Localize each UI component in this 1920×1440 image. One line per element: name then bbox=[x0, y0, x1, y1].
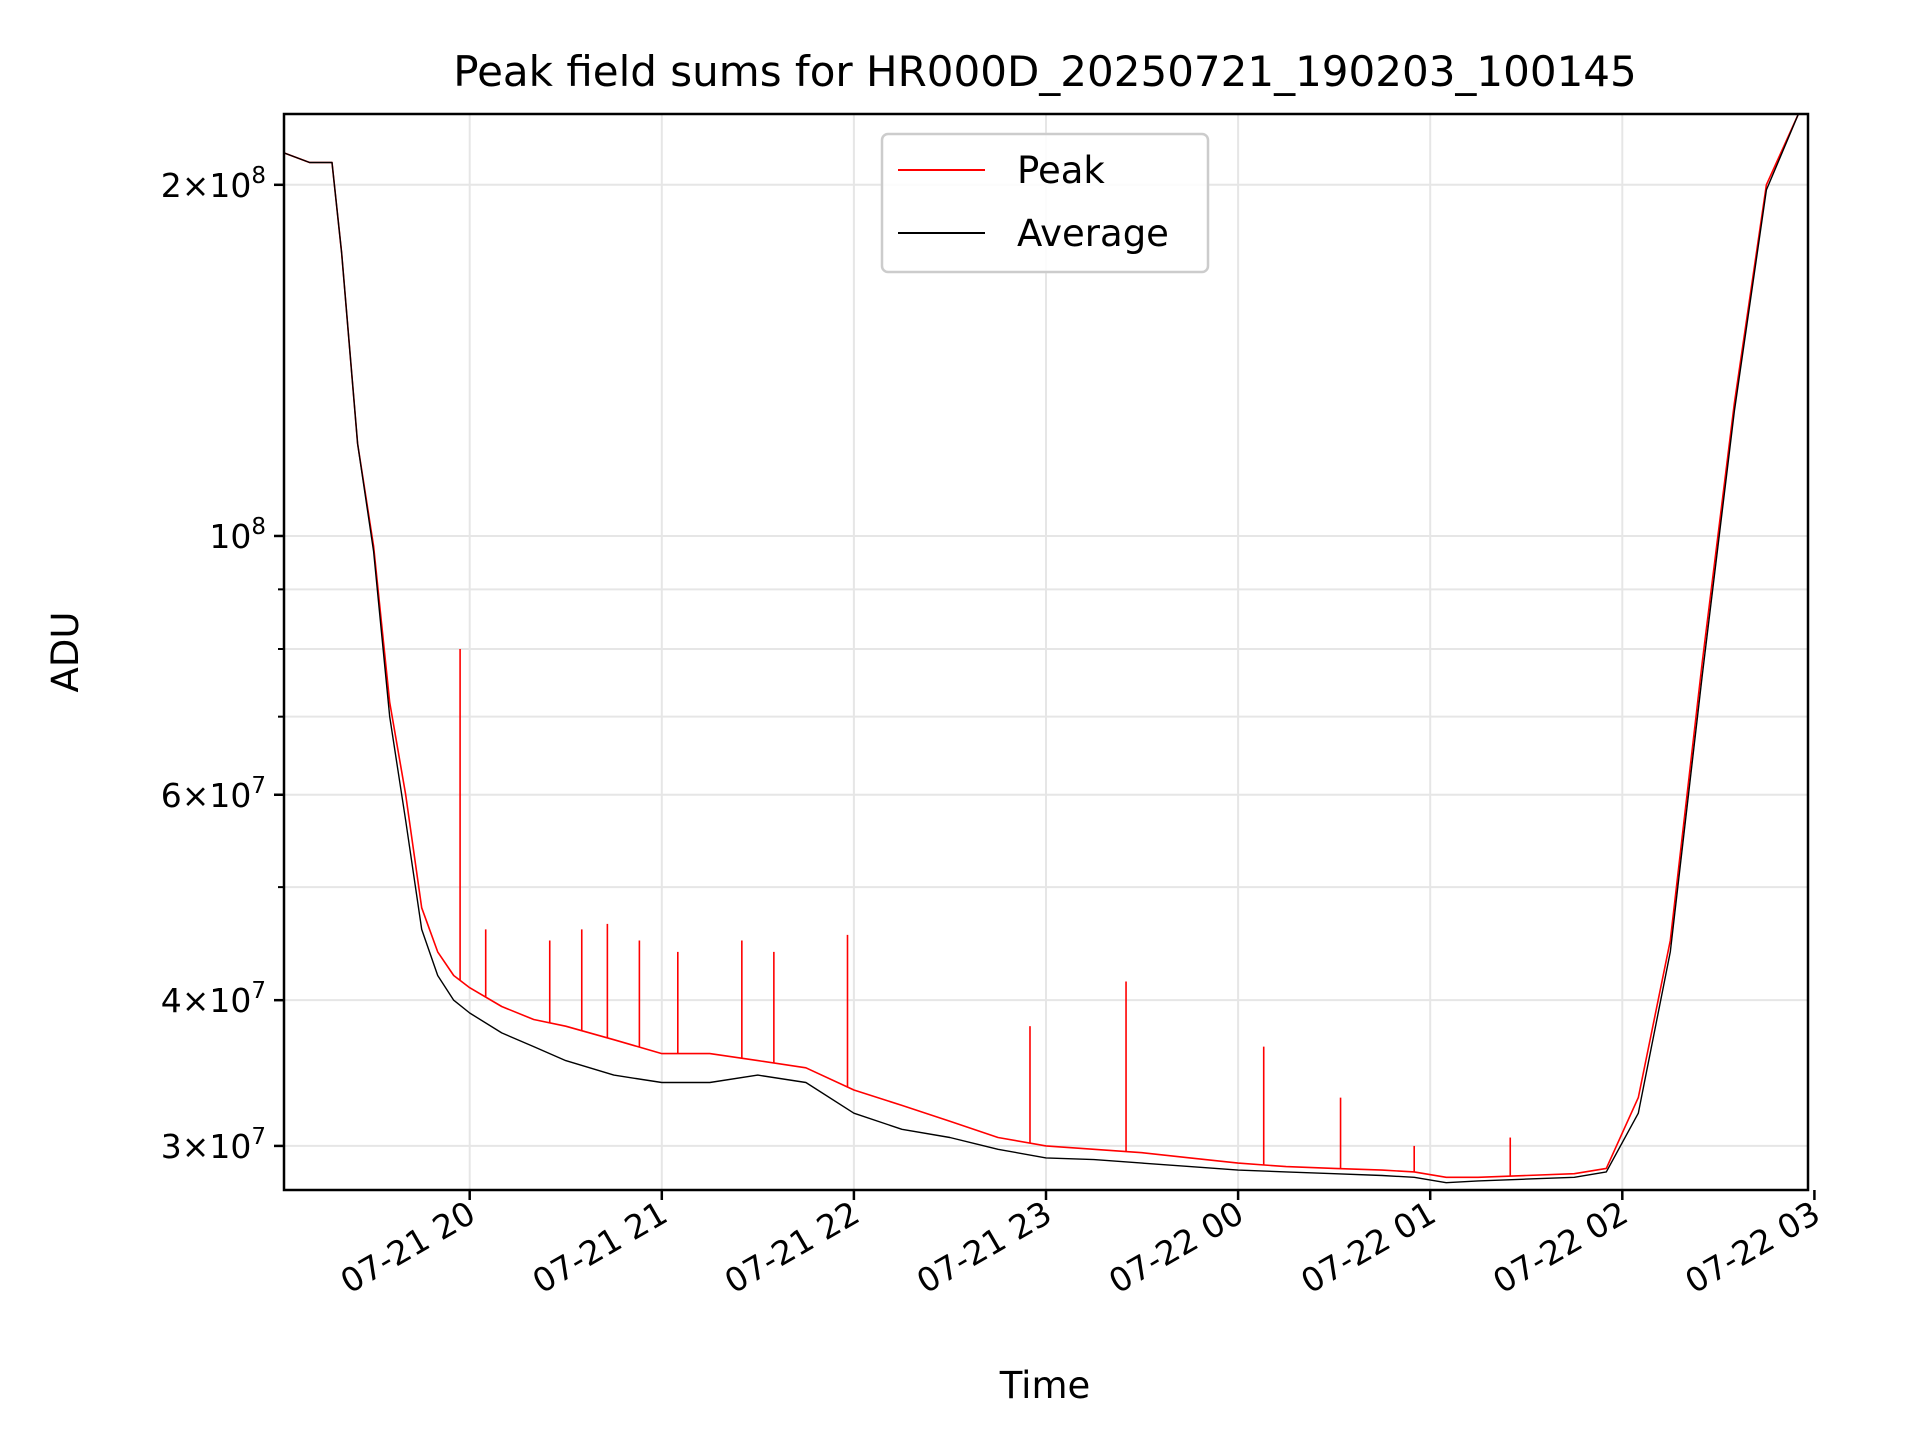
y-tick-label: 3×107 bbox=[161, 1124, 266, 1166]
y-axis-label: ADU bbox=[44, 612, 87, 693]
series-line-average bbox=[284, 114, 1800, 1184]
grid bbox=[284, 114, 1808, 1190]
y-axis: 3×107 4×107 6×107 108 2×108 bbox=[161, 163, 284, 1166]
chart-title: Peak field sums for HR000D_20250721_1902… bbox=[453, 47, 1637, 96]
series-line-peak bbox=[284, 114, 1800, 1179]
series-layer bbox=[284, 114, 1800, 1184]
y-tick-label: 2×108 bbox=[161, 163, 266, 205]
y-tick-label: 4×107 bbox=[161, 978, 266, 1020]
legend: Peak Average bbox=[880, 132, 1210, 274]
legend-box bbox=[880, 132, 1210, 274]
y-tick-label: 6×107 bbox=[161, 773, 266, 815]
legend-label-average: Average bbox=[1017, 212, 1169, 255]
y-tick-label: 108 bbox=[209, 514, 266, 556]
x-axis-label: Time bbox=[999, 1364, 1091, 1407]
legend-label-peak: Peak bbox=[1017, 149, 1105, 192]
